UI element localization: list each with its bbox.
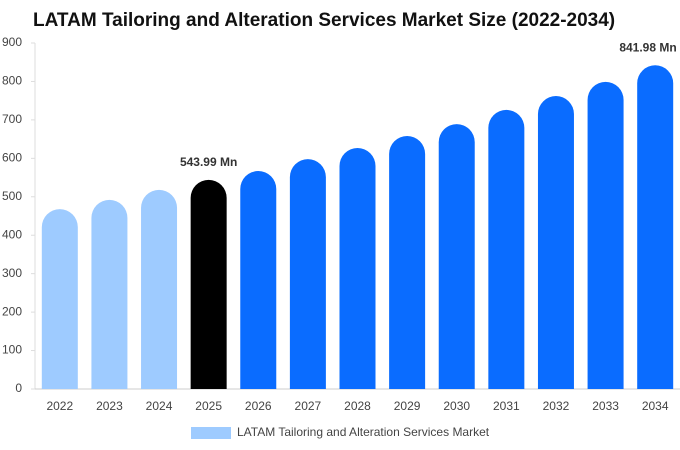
x-tick-label: 2022 bbox=[46, 399, 73, 413]
bar bbox=[488, 109, 525, 390]
bar bbox=[537, 96, 574, 389]
legend-label: LATAM Tailoring and Alteration Services … bbox=[237, 425, 490, 439]
y-tick-label: 800 bbox=[2, 74, 22, 88]
y-tick-label: 700 bbox=[2, 112, 22, 126]
y-tick-label: 300 bbox=[2, 266, 22, 280]
bar bbox=[587, 81, 624, 390]
bar bbox=[389, 136, 426, 389]
bar bbox=[339, 147, 376, 389]
bar bbox=[190, 179, 227, 389]
bar bbox=[41, 209, 78, 389]
x-tick-label: 2028 bbox=[344, 399, 371, 413]
bar bbox=[91, 199, 128, 389]
x-tick-label: 2027 bbox=[295, 399, 322, 413]
x-tick-label: 2029 bbox=[394, 399, 421, 413]
bar bbox=[637, 65, 674, 389]
value-label: 543.99 Mn bbox=[180, 155, 237, 169]
bar bbox=[438, 124, 475, 389]
x-tick-label: 2032 bbox=[543, 399, 570, 413]
legend-swatch bbox=[191, 427, 231, 439]
y-tick-label: 600 bbox=[2, 151, 22, 165]
x-tick-label: 2023 bbox=[96, 399, 123, 413]
y-tick-label: 500 bbox=[2, 189, 22, 203]
x-tick-label: 2024 bbox=[146, 399, 173, 413]
x-tick-label: 2030 bbox=[443, 399, 470, 413]
x-tick-label: 2034 bbox=[642, 399, 669, 413]
y-tick-label: 400 bbox=[2, 227, 22, 241]
bar bbox=[240, 171, 277, 389]
x-tick-label: 2031 bbox=[493, 399, 520, 413]
y-tick-label: 900 bbox=[2, 35, 22, 49]
value-label: 841.98 Mn bbox=[619, 40, 676, 54]
bar bbox=[289, 159, 326, 389]
x-tick-label: 2033 bbox=[592, 399, 619, 413]
x-tick-label: 2026 bbox=[245, 399, 272, 413]
x-tick-label: 2025 bbox=[195, 399, 222, 413]
y-tick-label: 0 bbox=[15, 381, 22, 395]
bar bbox=[141, 189, 178, 389]
y-tick-label: 100 bbox=[2, 343, 22, 357]
y-tick-label: 200 bbox=[2, 304, 22, 318]
chart-title: LATAM Tailoring and Alteration Services … bbox=[33, 10, 615, 31]
